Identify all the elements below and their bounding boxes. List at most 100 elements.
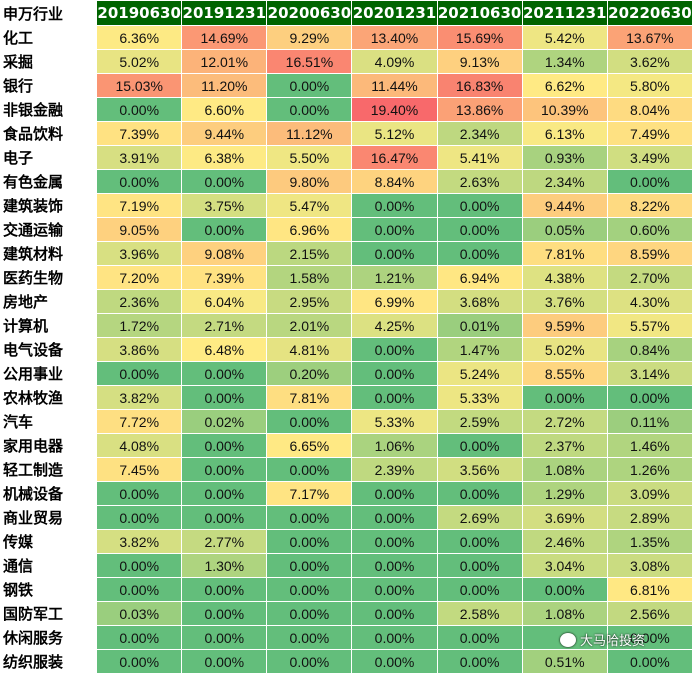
value-cell: 3.62% (606, 49, 693, 74)
value-cell: 7.19% (96, 193, 183, 218)
column-header: 20190630 (96, 0, 183, 26)
value-cell: 13.86% (436, 97, 523, 122)
value-cell: 0.00% (351, 625, 438, 650)
table-body: 化工 6.36% 14.69% 9.29% 13.40% 15.69% 5.42% 13.67… (0, 25, 693, 674)
table-row: 采掘 5.02% 12.01% 16.51% 4.09% 9.13% 1.34% 3.62% (0, 49, 693, 74)
value-cell: 0.00% (351, 361, 438, 386)
value-cell: 8.04% (606, 97, 693, 122)
row-label: 国防军工 (0, 601, 98, 626)
value-cell: 0.00% (181, 169, 268, 194)
table-row: 银行 15.03% 11.20% 0.00% 11.44% 16.83% 6.62% 5.80… (0, 73, 693, 98)
value-cell: 5.33% (436, 385, 523, 410)
value-cell: 0.00% (436, 649, 523, 674)
value-cell: 0.11% (606, 409, 693, 434)
column-header: 20220630 (606, 0, 693, 26)
value-cell: 2.36% (96, 289, 183, 314)
value-cell: 0.00% (181, 481, 268, 506)
value-cell: 6.96% (266, 217, 353, 242)
value-cell: 6.65% (266, 433, 353, 458)
value-cell: 5.12% (351, 121, 438, 146)
value-cell: 5.02% (521, 337, 608, 362)
value-cell: 0.00% (266, 553, 353, 578)
value-cell: 3.68% (436, 289, 523, 314)
row-label: 化工 (0, 25, 98, 50)
value-cell: 0.84% (606, 337, 693, 362)
value-cell: 14.69% (181, 25, 268, 50)
value-cell: 4.38% (521, 265, 608, 290)
row-label: 建筑材料 (0, 241, 98, 266)
table-row: 农林牧渔 3.82% 0.00% 7.81% 0.00% 5.33% 0.00% 0.00% (0, 385, 693, 410)
value-cell: 6.48% (181, 337, 268, 362)
value-cell: 4.09% (351, 49, 438, 74)
value-cell: 2.89% (606, 505, 693, 530)
value-cell: 1.58% (266, 265, 353, 290)
value-cell: 7.81% (521, 241, 608, 266)
value-cell: 0.00% (436, 553, 523, 578)
value-cell: 2.69% (436, 505, 523, 530)
value-cell: 3.75% (181, 193, 268, 218)
value-cell: 0.00% (606, 385, 693, 410)
value-cell: 2.56% (606, 601, 693, 626)
value-cell: 0.00% (266, 649, 353, 674)
value-cell: 8.59% (606, 241, 693, 266)
value-cell: 5.80% (606, 73, 693, 98)
table-row: 汽车 7.72% 0.02% 0.00% 5.33% 2.59% 2.72% 0.11% (0, 409, 693, 434)
table-row: 纺织服装 0.00% 0.00% 0.00% 0.00% 0.00% 0.51% 0.00% (0, 649, 693, 674)
value-cell: 7.20% (96, 265, 183, 290)
value-cell: 1.47% (436, 337, 523, 362)
table-row: 休闲服务 0.00% 0.00% 0.00% 0.00% 0.00% 0.00% (0, 625, 693, 650)
value-cell: 0.00% (351, 481, 438, 506)
value-cell: 6.04% (181, 289, 268, 314)
value-cell: 16.47% (351, 145, 438, 170)
value-cell: 6.99% (351, 289, 438, 314)
value-cell: 1.72% (96, 313, 183, 338)
value-cell: 11.20% (181, 73, 268, 98)
table-row: 非银金融 0.00% 6.60% 0.00% 19.40% 13.86% 10.39% 8.0… (0, 97, 693, 122)
value-cell: 15.69% (436, 25, 523, 50)
row-label: 轻工制造 (0, 457, 98, 482)
table-row: 商业贸易 0.00% 0.00% 0.00% 0.00% 2.69% 3.69% 2.89% (0, 505, 693, 530)
value-cell: 0.60% (606, 217, 693, 242)
row-label: 有色金属 (0, 169, 98, 194)
value-cell: 5.42% (521, 25, 608, 50)
column-header: 20201231 (351, 0, 438, 26)
value-cell: 1.21% (351, 265, 438, 290)
row-label: 钢铁 (0, 577, 98, 602)
value-cell: 0.00% (606, 169, 693, 194)
value-cell: 2.46% (521, 529, 608, 554)
value-cell: 11.12% (266, 121, 353, 146)
value-cell: 0.00% (436, 193, 523, 218)
value-cell: 2.34% (521, 169, 608, 194)
value-cell: 4.81% (266, 337, 353, 362)
value-cell: 13.67% (606, 25, 693, 50)
value-cell: 2.37% (521, 433, 608, 458)
value-cell: 0.00% (181, 457, 268, 482)
value-cell: 0.00% (96, 361, 183, 386)
table-row: 计算机 1.72% 2.71% 2.01% 4.25% 0.01% 9.59% 5.57% (0, 313, 693, 338)
value-cell: 0.00% (96, 649, 183, 674)
value-cell: 0.00% (521, 385, 608, 410)
value-cell: 0.00% (181, 625, 268, 650)
value-cell: 8.84% (351, 169, 438, 194)
value-cell: 3.09% (606, 481, 693, 506)
row-label: 采掘 (0, 49, 98, 74)
value-cell: 9.13% (436, 49, 523, 74)
table-row: 医药生物 7.20% 7.39% 1.58% 1.21% 6.94% 4.38% 2.70% (0, 265, 693, 290)
value-cell: 2.01% (266, 313, 353, 338)
value-cell: 0.00% (436, 481, 523, 506)
value-cell: 3.86% (96, 337, 183, 362)
value-cell: 0.00% (181, 505, 268, 530)
table-row: 食品饮料 7.39% 9.44% 11.12% 5.12% 2.34% 6.13% 7.49% (0, 121, 693, 146)
row-label: 交通运输 (0, 217, 98, 242)
value-cell: 0.00% (181, 385, 268, 410)
value-cell: 0.00% (436, 217, 523, 242)
value-cell: 7.72% (96, 409, 183, 434)
value-cell: 0.00% (96, 169, 183, 194)
value-cell: 0.00% (181, 433, 268, 458)
value-cell: 2.71% (181, 313, 268, 338)
value-cell: 16.83% (436, 73, 523, 98)
value-cell: 7.39% (181, 265, 268, 290)
value-cell: 2.34% (436, 121, 523, 146)
value-cell: 0.00% (351, 505, 438, 530)
